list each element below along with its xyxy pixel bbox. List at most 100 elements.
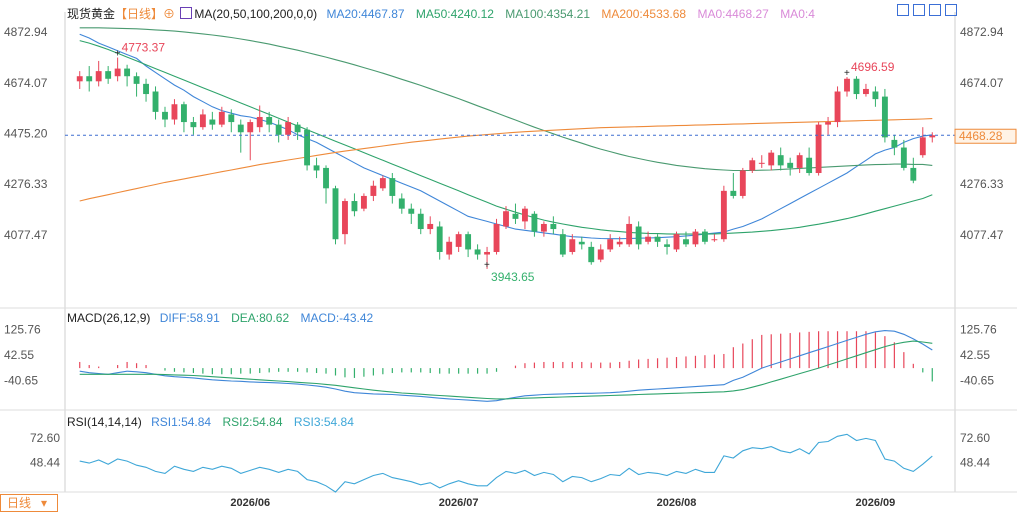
candle-body xyxy=(626,223,633,245)
candle-body xyxy=(806,157,813,174)
macd-y-tick-right: -40.65 xyxy=(960,374,994,388)
candle-body xyxy=(285,122,292,135)
candle-body xyxy=(503,211,509,227)
candle-body xyxy=(607,239,614,250)
candle-body xyxy=(398,198,405,209)
zoom-out-icon[interactable] xyxy=(929,4,941,16)
extreme-marker: + xyxy=(844,68,850,79)
extreme-marker: + xyxy=(115,49,121,60)
candle-body xyxy=(645,236,652,242)
candle-body xyxy=(815,124,822,174)
x-tick-label: 2026/07 xyxy=(439,497,479,509)
period-tag[interactable]: 【日线】 xyxy=(115,7,164,21)
ma0-value: MA0:4468.27 xyxy=(697,7,769,21)
candle-body xyxy=(190,122,197,128)
x-tick-label: 2026/08 xyxy=(657,497,697,509)
fullscreen-icon[interactable] xyxy=(945,4,957,16)
candle-body xyxy=(427,223,434,230)
period-button[interactable]: 日线 ▾ xyxy=(0,494,58,512)
candle-body xyxy=(247,122,254,133)
candle-body xyxy=(929,135,936,138)
candle-body xyxy=(853,78,860,95)
macd-line-diff xyxy=(79,330,933,402)
candle-body xyxy=(692,231,699,245)
candle-body xyxy=(739,170,746,196)
y-tick-label-left: 4674.07 xyxy=(4,76,48,90)
settings-icon[interactable]: ⊕ xyxy=(163,7,176,21)
candle-body xyxy=(654,236,661,242)
candle-body xyxy=(323,167,329,189)
candle-body xyxy=(180,104,187,123)
candle-body xyxy=(228,114,235,123)
ma-toggle-icon[interactable] xyxy=(180,7,193,19)
price-annotation: 3943.65 xyxy=(491,270,535,284)
candle-body xyxy=(881,96,888,138)
candle-body xyxy=(162,111,168,120)
candle-body xyxy=(304,129,311,166)
candle-body xyxy=(256,116,263,128)
price-annotation: 4773.37 xyxy=(122,41,166,55)
candle-body xyxy=(105,71,112,79)
y-tick-label-left: 4276.33 xyxy=(4,177,48,191)
candle-body xyxy=(777,155,784,166)
candle-body xyxy=(683,239,689,245)
macd-y-tick-right: 125.76 xyxy=(960,322,997,336)
candle-body xyxy=(588,246,595,263)
candle-body xyxy=(834,91,841,123)
ma-line-ma200 xyxy=(79,118,933,202)
candle-body xyxy=(143,83,149,95)
rsi-y-tick-left: 72.60 xyxy=(30,431,60,445)
candle-body xyxy=(512,213,519,219)
symbol-title: 现货黄金 xyxy=(67,7,116,21)
extreme-marker: + xyxy=(484,260,490,271)
candle-body xyxy=(872,91,879,100)
rsi-line xyxy=(79,433,933,493)
macd-hist-value: MACD:-43.42 xyxy=(300,311,374,325)
y-tick-label-right: 4872.94 xyxy=(960,25,1004,39)
y-tick-label-right: 4276.33 xyxy=(960,177,1004,191)
candle-body xyxy=(673,234,680,250)
current-price-label: 4468.28 xyxy=(959,129,1003,143)
candle-body xyxy=(720,190,727,240)
ma50-value: MA50:4240.12 xyxy=(415,7,494,21)
candle-body xyxy=(919,137,926,156)
candle-body xyxy=(597,249,604,260)
candle-body xyxy=(891,139,898,148)
candle-body xyxy=(758,162,765,164)
rsi3-value: RSI3:54.84 xyxy=(293,415,354,429)
period-button-label: 日线 xyxy=(7,496,32,510)
candle-body xyxy=(313,165,320,171)
ma0-value-2: MA0:4 xyxy=(780,7,815,21)
candle-body xyxy=(417,213,424,230)
candle-body xyxy=(578,241,585,245)
rsi2-value: RSI2:54.84 xyxy=(222,415,283,429)
candle-body xyxy=(95,71,102,82)
candle-body xyxy=(900,147,907,168)
rsi-y-tick-right: 72.60 xyxy=(960,431,990,445)
candle-body xyxy=(484,251,490,255)
candle-body xyxy=(124,68,131,77)
y-tick-label-left: 4077.47 xyxy=(4,228,48,242)
candle-body xyxy=(408,208,415,214)
crosshair-icon[interactable] xyxy=(897,4,909,16)
ma200-value: MA200:4533.68 xyxy=(601,7,687,21)
candle-body xyxy=(844,78,850,92)
candle-body xyxy=(114,68,121,77)
price-annotation: 4696.59 xyxy=(851,60,895,74)
candle-body xyxy=(171,104,178,120)
candle-body xyxy=(749,160,756,171)
candle-body xyxy=(465,234,472,250)
candle-body xyxy=(664,244,670,247)
candle-body xyxy=(569,239,576,252)
candle-body xyxy=(474,249,481,255)
candle-body xyxy=(522,208,528,222)
zoom-in-icon[interactable] xyxy=(913,4,925,16)
candle-body xyxy=(701,231,708,242)
candle-body xyxy=(455,234,462,247)
candle-body xyxy=(446,241,453,255)
candle-body xyxy=(711,239,718,241)
rsi1-value: RSI1:54.84 xyxy=(151,415,212,429)
ma20-value: MA20:4467.87 xyxy=(326,7,405,21)
candle-body xyxy=(910,167,917,181)
macd-diff-value: DIFF:58.91 xyxy=(159,311,220,325)
